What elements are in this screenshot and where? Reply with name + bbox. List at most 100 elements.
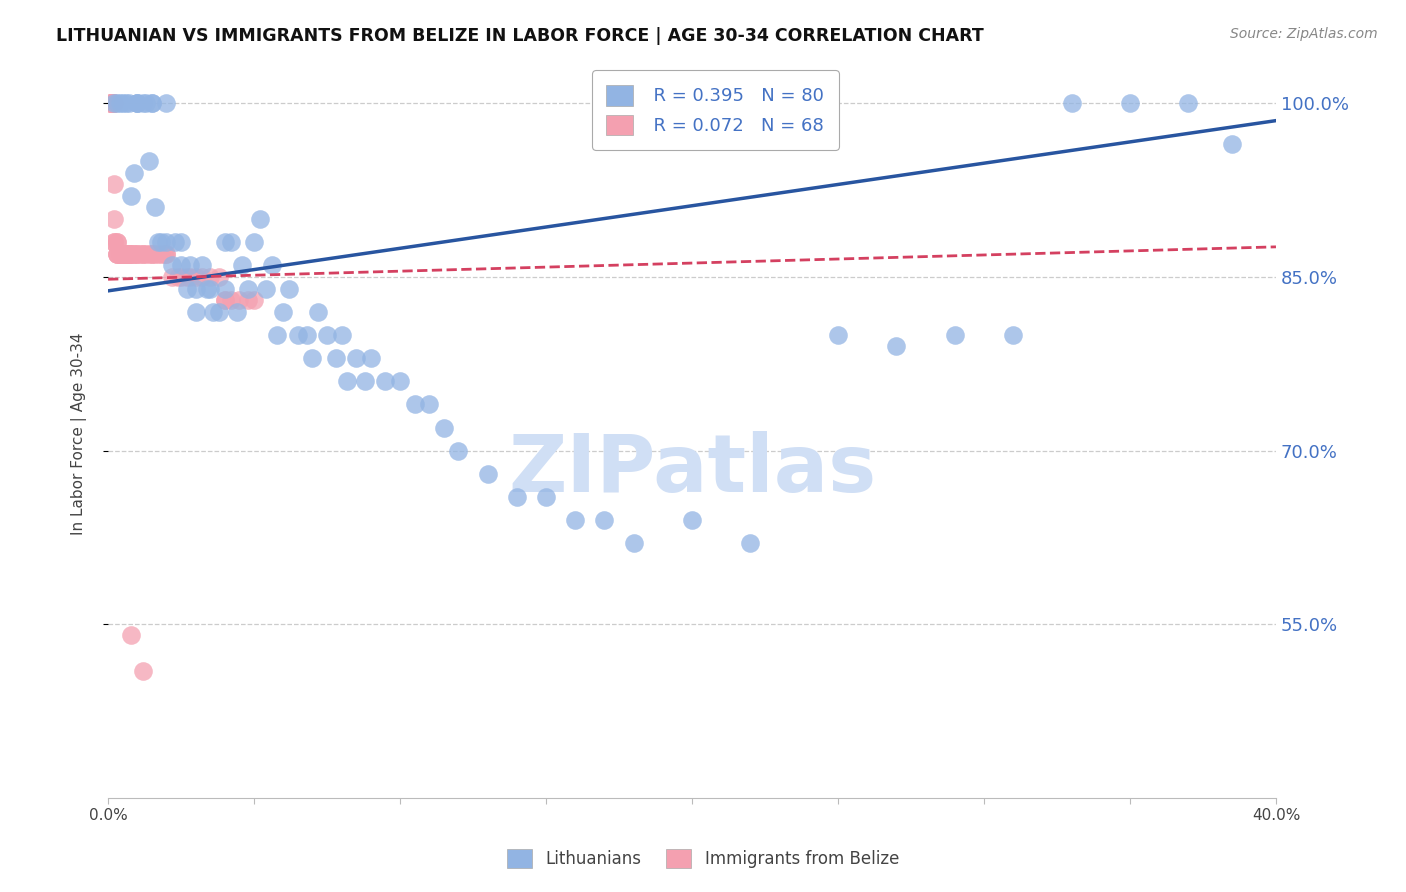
Point [208, 304, 231, 318]
Point [623, 536, 645, 550]
Point [162, 269, 184, 284]
Point [103, 96, 125, 111]
Point [114, 247, 136, 261]
Point [108, 247, 131, 261]
Point [135, 247, 157, 261]
Point [117, 96, 139, 111]
Text: ZIPatlas: ZIPatlas [508, 431, 876, 508]
Point [477, 467, 499, 481]
Point [108, 247, 131, 261]
Text: LITHUANIAN VS IMMIGRANTS FROM BELIZE IN LABOR FORCE | AGE 30-34 CORRELATION CHAR: LITHUANIAN VS IMMIGRANTS FROM BELIZE IN … [56, 27, 984, 45]
Point [120, 247, 142, 261]
Point [141, 247, 163, 261]
Point [316, 327, 339, 342]
Point [105, 247, 128, 261]
Point [127, 96, 149, 111]
Point [152, 247, 174, 261]
Point [120, 628, 142, 642]
Point [155, 247, 177, 261]
Point [149, 235, 172, 250]
Point [287, 327, 309, 342]
Text: Source: ZipAtlas.com: Source: ZipAtlas.com [1230, 27, 1378, 41]
Point [943, 327, 966, 342]
Point [170, 259, 193, 273]
Point [260, 259, 283, 273]
Point [238, 281, 260, 295]
Point [105, 96, 128, 111]
Point [1060, 96, 1083, 111]
Point [886, 339, 908, 353]
Point [155, 96, 177, 111]
Point [564, 513, 586, 527]
Point [111, 247, 134, 261]
Y-axis label: In Labor Force | Age 30-34: In Labor Force | Age 30-34 [72, 332, 87, 534]
Point [132, 664, 155, 678]
Point [354, 374, 377, 388]
Point [170, 269, 193, 284]
Point [100, 96, 122, 111]
Point [200, 281, 222, 295]
Point [184, 269, 207, 284]
Point [827, 327, 849, 342]
Point [100, 96, 122, 111]
Point [534, 490, 557, 504]
Point [149, 247, 172, 261]
Point [111, 96, 134, 111]
Point [138, 247, 160, 261]
Point [100, 96, 122, 111]
Point [228, 293, 250, 307]
Point [114, 247, 136, 261]
Point [117, 247, 139, 261]
Point [418, 397, 440, 411]
Point [124, 247, 146, 261]
Point [740, 536, 762, 550]
Point [143, 247, 166, 261]
Point [129, 247, 152, 261]
Point [105, 247, 128, 261]
Point [336, 374, 359, 388]
Point [103, 212, 125, 227]
Point [214, 235, 236, 250]
Point [111, 247, 134, 261]
Point [155, 247, 177, 261]
Point [184, 281, 207, 295]
Point [167, 269, 190, 284]
Point [111, 247, 134, 261]
Point [132, 96, 155, 111]
Point [117, 247, 139, 261]
Point [295, 327, 318, 342]
Point [344, 351, 367, 365]
Point [243, 293, 266, 307]
Point [124, 166, 146, 180]
Point [124, 247, 146, 261]
Point [155, 235, 177, 250]
Point [214, 281, 236, 295]
Point [114, 96, 136, 111]
Point [190, 269, 212, 284]
Point [135, 96, 157, 111]
Point [184, 304, 207, 318]
Point [200, 269, 222, 284]
Point [1002, 327, 1025, 342]
Point [593, 513, 616, 527]
Point [1119, 96, 1142, 111]
Point [1220, 136, 1243, 151]
Point [179, 259, 201, 273]
Point [103, 96, 125, 111]
Point [103, 235, 125, 250]
Point [389, 374, 412, 388]
Point [146, 235, 169, 250]
Point [179, 269, 201, 284]
Point [108, 96, 131, 111]
Point [266, 327, 288, 342]
Point [195, 281, 218, 295]
Point [219, 235, 242, 250]
Point [141, 247, 163, 261]
Point [111, 247, 134, 261]
Point [307, 304, 329, 318]
Point [103, 235, 125, 250]
Point [127, 247, 149, 261]
Point [243, 235, 266, 250]
Point [100, 96, 122, 111]
Point [374, 374, 396, 388]
